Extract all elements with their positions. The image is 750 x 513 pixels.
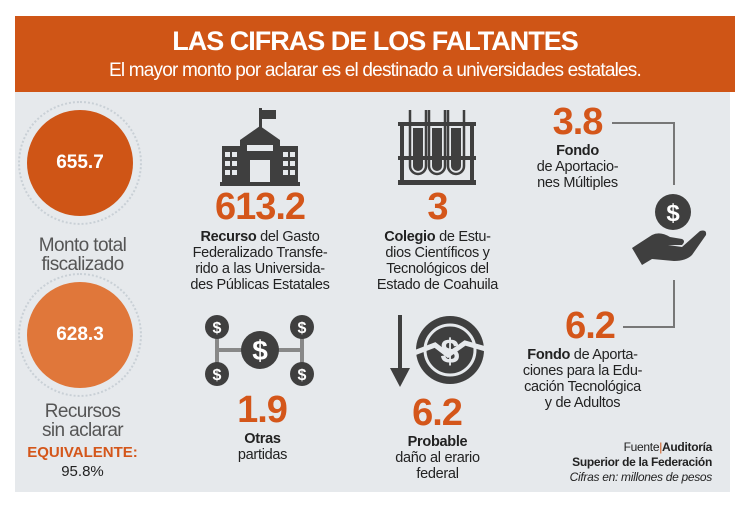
other-items-value: 1.9 [237,389,288,431]
desc-line: dios Científicos y [385,245,490,261]
total-label-line: fiscalizado [41,254,124,275]
svg-text:$: $ [213,367,222,384]
unclarified-label: Recursos sin aclarar [15,402,150,440]
desc-line: y de Adultos [544,395,621,411]
damage-description: Probable daño al erario federal [370,434,505,482]
svg-text:$: $ [666,200,680,227]
desc-line: des Públicas Estatales [190,277,330,293]
desc-line: del Gasto [256,229,320,245]
total-value: 655.7 [56,152,104,173]
desc-line: nes Múltiples [537,175,618,191]
university-description: Recurso del Gasto Federalizado Transfe- … [185,229,335,293]
source-note: Fuente|Auditoría Superior de la Federaci… [569,440,713,485]
desc-line: de Aportacio- [536,159,619,175]
connector-line [673,280,675,328]
desc-bold: Otras [244,431,281,447]
connector-line [673,122,675,185]
desc-line: Tecnológicos del [386,261,489,277]
source-divider: | [659,440,663,454]
desc-bold: Colegio [384,229,436,245]
desc-bold: Fondo [556,143,599,159]
other-items-description: Otras partidas [200,431,325,463]
source-prefix: Fuente [623,440,660,454]
desc-line: daño al erario [395,450,480,466]
university-value: 613.2 [214,186,306,228]
page-title: LAS CIFRAS DE LOS FALTANTES [172,26,579,56]
svg-text:$: $ [213,320,222,337]
desc-bold: Fondo [527,347,571,363]
equivalent-label: EQUIVALENTE: [27,444,138,461]
source-org: Superior de la Federación [572,455,712,469]
total-label-line: Monto total [38,235,127,256]
desc-line: Estado de Coahuila [376,277,499,293]
page-subtitle: El mayor monto por aclarar es el destina… [108,60,642,81]
units-note: Cifras en: millones de pesos [569,470,713,484]
circle-ring [18,273,142,397]
desc-line: ciones para la Edu- [522,363,643,379]
total-label: Monto total fiscalizado [15,236,150,274]
multiple-fund-value: 3.8 [552,101,604,143]
college-description: Colegio de Estu- dios Científicos y Tecn… [360,229,515,293]
total-circle: 655.7 [27,110,133,216]
desc-line: rido a las Universida- [195,261,325,277]
desc-line: Federalizado Transfe- [192,245,328,261]
multiple-fund-description: Fondo de Aportacio- nes Múltiples [515,143,640,191]
unclarified-circle: 628.3 [27,282,133,388]
unclarified-label-line: Recursos [44,401,121,422]
university-building-icon [220,108,300,186]
desc-bold: Probable [407,434,468,450]
unclarified-label-line: sin aclarar [41,420,124,441]
desc-line: de Aporta- [570,347,638,363]
connector-line [623,326,675,328]
header-banner: LAS CIFRAS DE LOS FALTANTES El mayor mon… [15,16,735,92]
college-value: 3 [427,186,448,228]
svg-text:$: $ [441,333,460,371]
tech-education-fund-description: Fondo de Aporta- ciones para la Edu- cac… [515,347,650,411]
desc-line: federal [416,466,459,482]
unclarified-value: 628.3 [56,324,104,345]
falling-coin-icon: $ [390,315,485,387]
desc-line: partidas [237,447,288,463]
money-network-icon: $ $ $ $ $ [205,315,314,386]
hand-coin-icon: $ [632,194,707,265]
svg-text:$: $ [298,320,307,337]
damage-value: 6.2 [412,392,463,434]
equivalent-value: 95.8% [61,463,104,480]
circle-ring [18,101,142,225]
desc-line: de Estu- [435,229,491,245]
tech-education-fund-value: 6.2 [565,305,616,347]
svg-text:$: $ [252,335,268,366]
connector-line [612,122,675,124]
desc-line: cación Tecnológica [524,379,641,395]
svg-text:$: $ [298,367,307,384]
desc-bold: Recurso [200,229,257,245]
source-org: Auditoría [662,440,712,454]
test-tubes-icon [398,110,476,185]
